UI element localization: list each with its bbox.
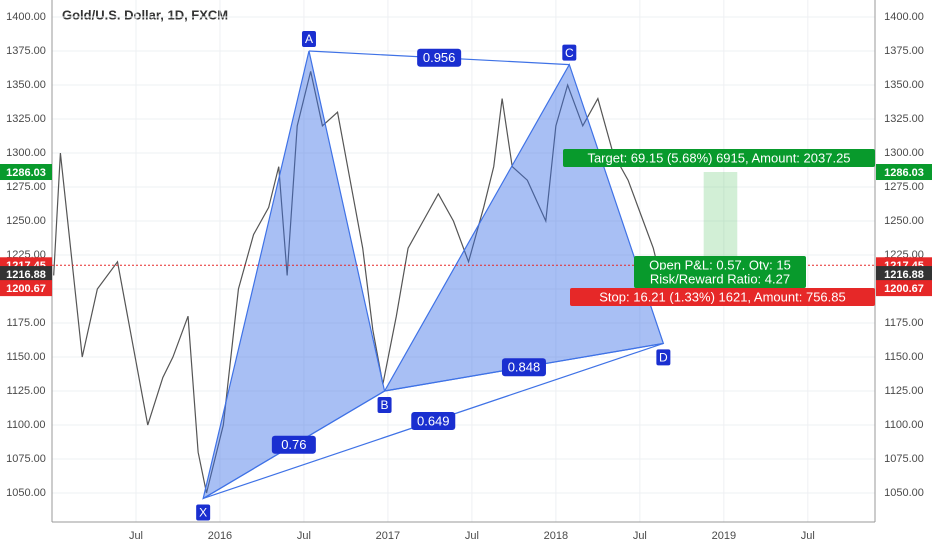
y-tick-label: 1050.00 [884,487,924,499]
y-tick-label: 1225.00 [884,249,924,261]
price-tag-label: 1286.03 [884,167,924,179]
y-tick-label: 1075.00 [884,453,924,465]
y-tick-label: 1350.00 [6,79,46,91]
price-tag [0,164,52,181]
ratio-label: 0.956 [423,50,456,65]
price-tag-label: 1216.88 [6,269,46,281]
x-tick-label: Jul [129,530,143,542]
y-tick-label: 1275.00 [6,181,46,193]
y-tick-label: 1400.00 [884,11,924,23]
ratio-label: 0.848 [508,360,541,375]
position-label: Target: 69.15 (5.68%) 6915, Amount: 2037… [587,150,850,165]
ratio-box [417,48,462,67]
x-tick-label: 2019 [712,530,736,542]
y-tick-label: 1325.00 [6,113,46,125]
price-tag [876,164,932,181]
price-tag-label: 1200.67 [6,283,46,295]
x-tick-label: Jul [801,530,815,542]
point-label: X [199,506,207,520]
y-tick-label: 1100.00 [885,419,924,431]
y-tick-label: 1150.00 [885,351,924,363]
x-tick-label: 2016 [208,530,232,542]
chart-title: Gold/U.S. Dollar, 1D, FXCM [62,7,228,22]
position-label-box [563,149,875,167]
price-tag [0,266,52,283]
price-tag-label: 1286.03 [6,167,46,179]
price-tag-label: 1216.88 [884,269,924,281]
position-label-box [634,270,806,288]
x-tick-label: Jul [297,530,311,542]
ratio-box [271,435,316,454]
y-tick-label: 1150.00 [7,351,46,363]
y-tick-label: 1325.00 [884,113,924,125]
y-tick-label: 1250.00 [6,215,46,227]
price-tag [876,266,932,283]
y-tick-label: 1350.00 [884,79,924,91]
point-box [656,349,671,366]
point-label: B [381,398,389,412]
point-label: D [659,351,668,365]
point-box [196,504,211,521]
ratio-label: 0.649 [417,413,450,428]
y-tick-label: 1075.00 [6,453,46,465]
y-tick-label: 1125.00 [7,385,46,397]
x-tick-label: Jul [465,530,479,542]
y-tick-label: 1275.00 [884,181,924,193]
price-line [53,71,689,494]
y-tick-label: 1100.00 [7,419,46,431]
x-tick-label: 2017 [376,530,400,542]
position-label: Risk/Reward Ratio: 4.27 [650,271,790,286]
ratio-box [411,411,456,430]
point-box [377,397,392,414]
point-box [301,31,316,48]
x-tick-label: Jul [633,530,647,542]
position-label-box [570,288,875,306]
y-tick-label: 1250.00 [884,215,924,227]
y-tick-label: 1125.00 [885,385,924,397]
y-tick-label: 1175.00 [7,317,46,329]
ratio-box [501,358,546,377]
point-label: A [305,32,313,46]
price-tag-label: 1200.67 [884,283,924,295]
position-label: Open P&L: 0.57, Qty: 15 [649,257,791,272]
price-tag [0,280,52,297]
y-tick-label: 1225.00 [6,249,46,261]
point-label: C [565,46,574,60]
x-tick-label: 2018 [544,530,568,542]
y-tick-label: 1300.00 [884,147,924,159]
y-tick-label: 1175.00 [885,317,924,329]
position-label: Stop: 16.21 (1.33%) 1621, Amount: 756.85 [599,289,845,304]
y-tick-label: 1375.00 [6,45,46,57]
position-label-box [634,256,806,274]
y-tick-label: 1400.00 [6,11,46,23]
y-tick-label: 1300.00 [6,147,46,159]
y-tick-label: 1375.00 [884,45,924,57]
point-box [562,44,577,61]
target-zone [703,172,738,266]
price-tag [876,280,932,297]
y-tick-label: 1050.00 [6,487,46,499]
ratio-label: 0.76 [281,437,306,452]
